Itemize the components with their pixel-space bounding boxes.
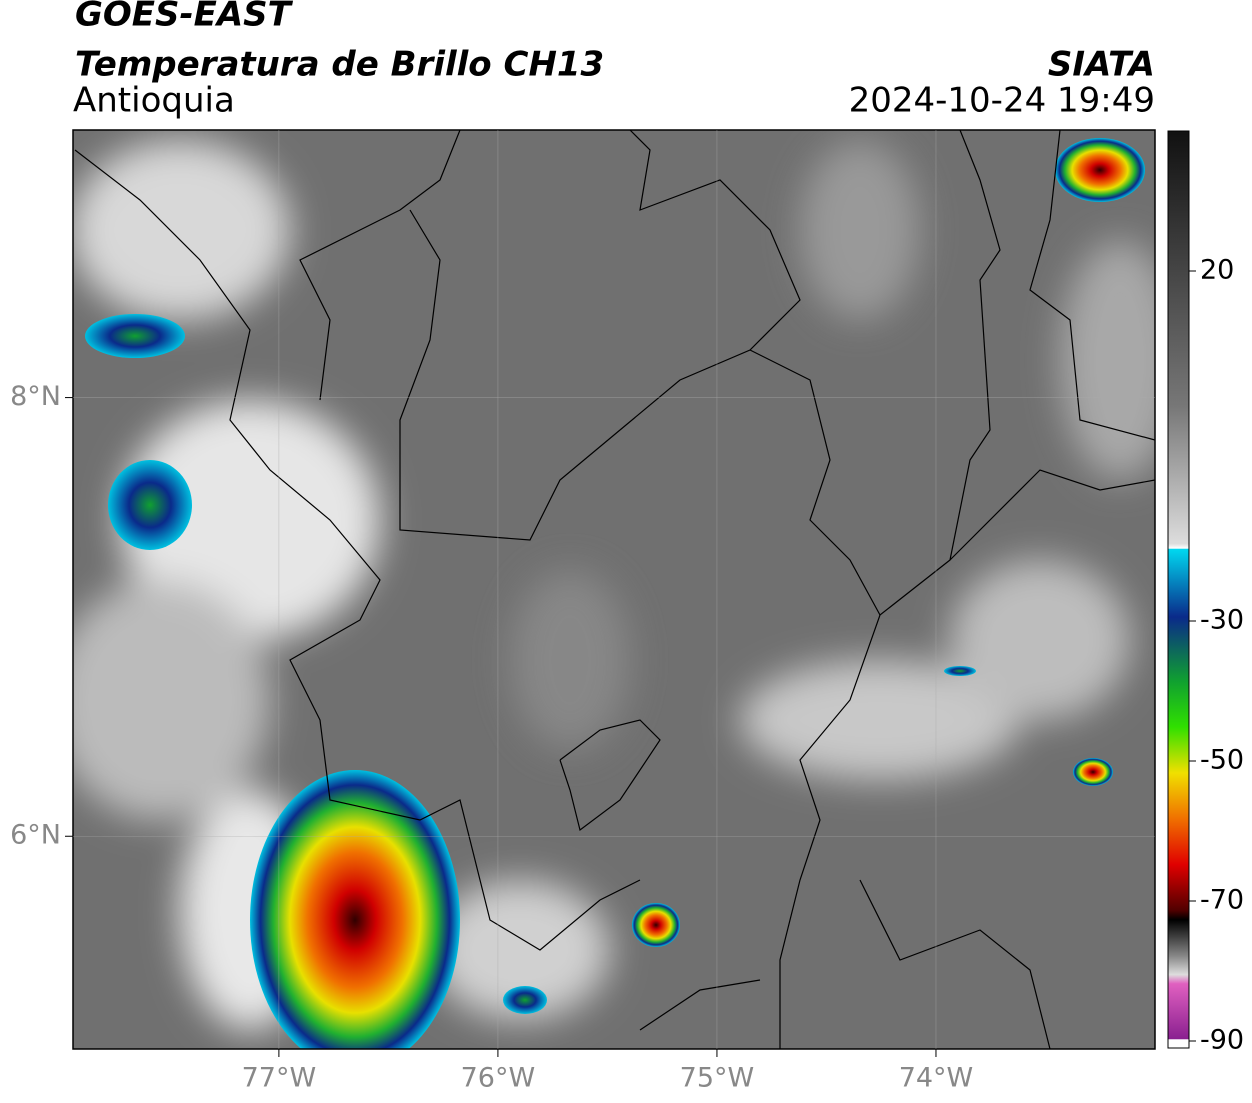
- product: Temperatura de Brillo CH13: [75, 45, 604, 85]
- satellite-image: [73, 130, 1155, 1049]
- colorbar-tick-label: -30: [1200, 605, 1244, 636]
- colorbar-tick-label: 20: [1200, 255, 1234, 286]
- x-tick-label: 75°W: [680, 1063, 755, 1094]
- colorbar: [1167, 130, 1190, 1049]
- region: Antioquia: [73, 81, 235, 121]
- map-frame: [72, 129, 1156, 1050]
- colorbar-tick-label: -90: [1200, 1025, 1244, 1056]
- x-tick-label: 74°W: [899, 1063, 974, 1094]
- colorbar-tick-label: -50: [1200, 745, 1244, 776]
- y-tick-label: 8°N: [10, 381, 61, 412]
- x-tick-label: 76°W: [461, 1063, 536, 1094]
- satellite: GOES-EAST: [75, 0, 294, 35]
- x-tick-label: 77°W: [242, 1063, 317, 1094]
- source: SIATA: [1048, 45, 1155, 85]
- y-tick-label: 6°N: [10, 820, 61, 851]
- colorbar-tick-label: -70: [1200, 885, 1244, 916]
- datetime: 2024-10-24 19:49: [849, 81, 1155, 121]
